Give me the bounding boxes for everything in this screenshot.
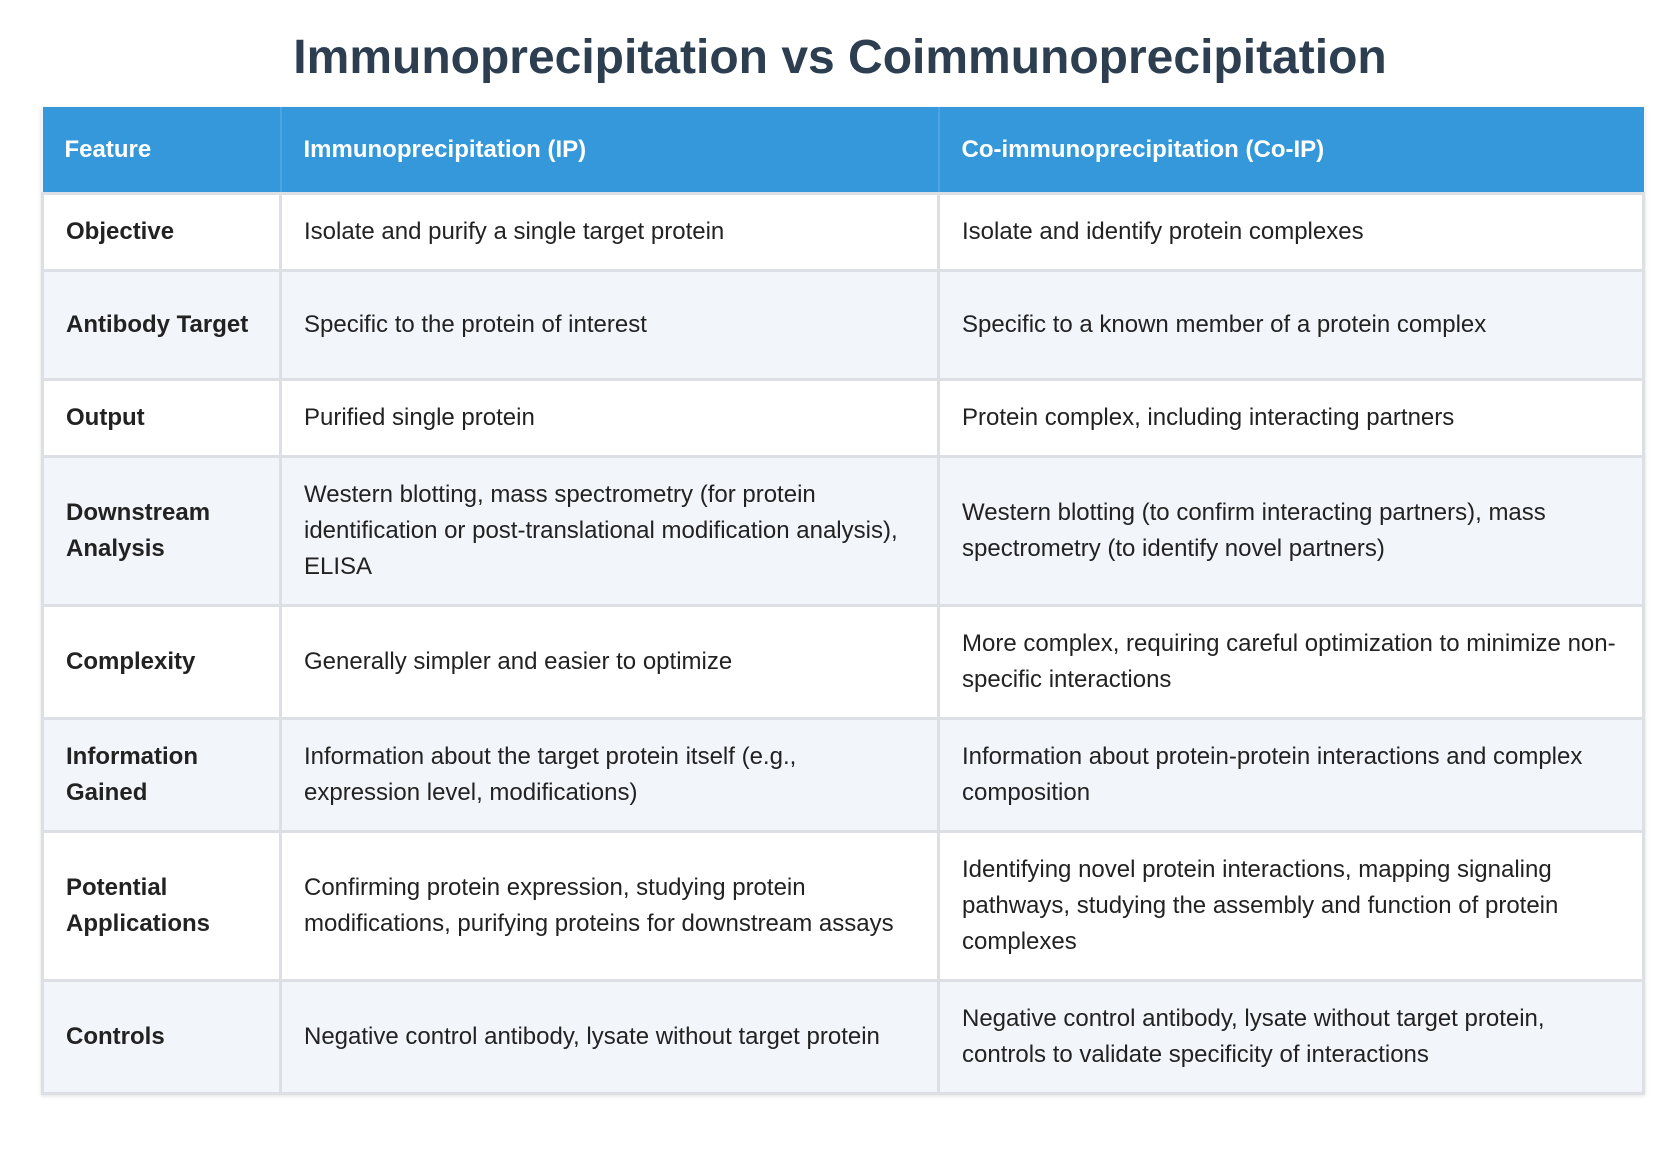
header-ip: Immunoprecipitation (IP) [280, 107, 940, 194]
feature-cell: Potential Applications [41, 830, 282, 982]
table-row: Information Gained Information about the… [41, 717, 1645, 833]
coip-cell: Protein complex, including interacting p… [937, 378, 1645, 458]
table-row: Complexity Generally simpler and easier … [41, 604, 1645, 720]
header-feature: Feature [42, 107, 282, 194]
feature-cell: Antibody Target [41, 269, 282, 381]
table-row: Objective Isolate and purify a single ta… [41, 192, 1645, 272]
coip-cell: Identifying novel protein interactions, … [937, 830, 1645, 982]
header-coip: Co-immunoprecipitation (Co-IP) [938, 107, 1644, 194]
ip-cell: Generally simpler and easier to optimize [279, 604, 940, 720]
coip-cell: More complex, requiring careful optimiza… [937, 604, 1645, 720]
table-header: Feature Immunoprecipitation (IP) Co-immu… [42, 107, 1644, 194]
feature-cell: Objective [41, 192, 282, 272]
ip-cell: Negative control antibody, lysate withou… [279, 979, 940, 1095]
ip-cell: Confirming protein expression, studying … [279, 830, 940, 982]
feature-cell: Downstream Analysis [41, 455, 282, 607]
coip-cell: Western blotting (to confirm interacting… [937, 455, 1645, 607]
ip-cell: Western blotting, mass spectrometry (for… [279, 455, 940, 607]
feature-cell: Output [41, 378, 282, 458]
ip-cell: Specific to the protein of interest [279, 269, 940, 381]
table-body: Objective Isolate and purify a single ta… [41, 192, 1645, 1095]
coip-cell: Negative control antibody, lysate withou… [937, 979, 1645, 1095]
coip-cell: Isolate and identify protein complexes [937, 192, 1645, 272]
coip-cell: Information about protein-protein intera… [937, 717, 1645, 833]
table-header-row: Feature Immunoprecipitation (IP) Co-immu… [42, 107, 1644, 194]
ip-cell: Isolate and purify a single target prote… [279, 192, 940, 272]
table-row: Controls Negative control antibody, lysa… [41, 979, 1645, 1095]
comparison-table-container: Feature Immunoprecipitation (IP) Co-immu… [41, 107, 1645, 1095]
table-row: Antibody Target Specific to the protein … [41, 269, 1645, 381]
feature-cell: Complexity [41, 604, 282, 720]
table-row: Output Purified single protein Protein c… [41, 378, 1645, 458]
coip-cell: Specific to a known member of a protein … [937, 269, 1645, 381]
table-row: Potential Applications Confirming protei… [41, 830, 1645, 982]
feature-cell: Controls [41, 979, 282, 1095]
ip-cell: Purified single protein [279, 378, 940, 458]
comparison-table: Feature Immunoprecipitation (IP) Co-immu… [41, 107, 1645, 1095]
page-title: Immunoprecipitation vs Coimmunoprecipita… [293, 31, 1387, 84]
table-row: Downstream Analysis Western blotting, ma… [41, 455, 1645, 607]
ip-cell: Information about the target protein its… [279, 717, 940, 833]
feature-cell: Information Gained [41, 717, 282, 833]
